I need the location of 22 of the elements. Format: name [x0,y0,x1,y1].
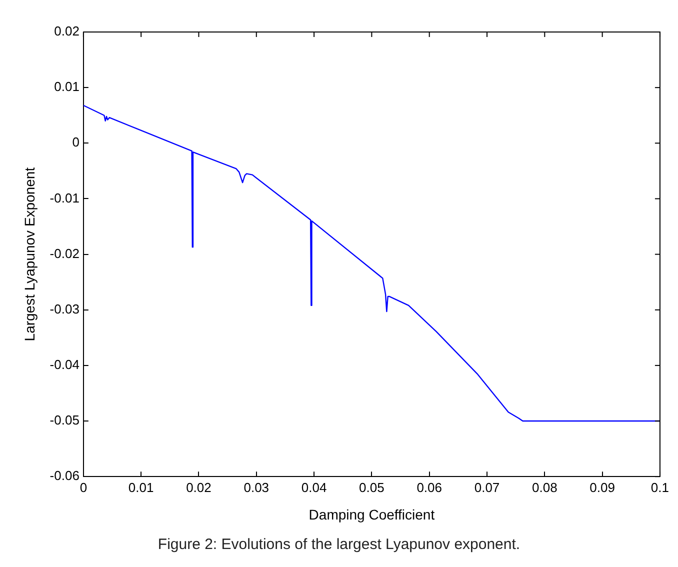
x-tick-label: 0.01 [128,480,154,495]
x-axis-title: Damping Coefficient [308,506,435,522]
x-tick-label: 0.05 [359,480,384,495]
y-tick-label: -0.01 [50,190,80,206]
x-tick-label: 0.02 [186,480,212,495]
y-tick-label: -0.02 [50,246,80,261]
x-tick-label: 0.1 [650,480,670,495]
y-tick-label: 0.02 [54,24,80,39]
caption: Figure 2: Evolutions of the largest Lyapunov exponent. [156,536,522,553]
y-tick-label: -0.03 [50,301,80,316]
x-tick-label: 0.03 [244,480,270,495]
y-axis-title: Largest Lyapunov Exponent [21,167,38,342]
x-tick-label: 0.09 [590,480,615,495]
y-tick-label: 0.01 [54,79,80,94]
x-tick-label: 0.04 [301,480,327,495]
y-tick-label: -0.06 [50,468,80,484]
x-tick-label: 0.08 [532,480,558,495]
x-tick-label: 0.07 [474,480,500,495]
x-tick-label: 0.06 [416,480,442,495]
y-tick-label: 0 [72,134,80,150]
y-tick-label: -0.05 [50,412,80,428]
y-tick-label: -0.04 [50,357,80,372]
